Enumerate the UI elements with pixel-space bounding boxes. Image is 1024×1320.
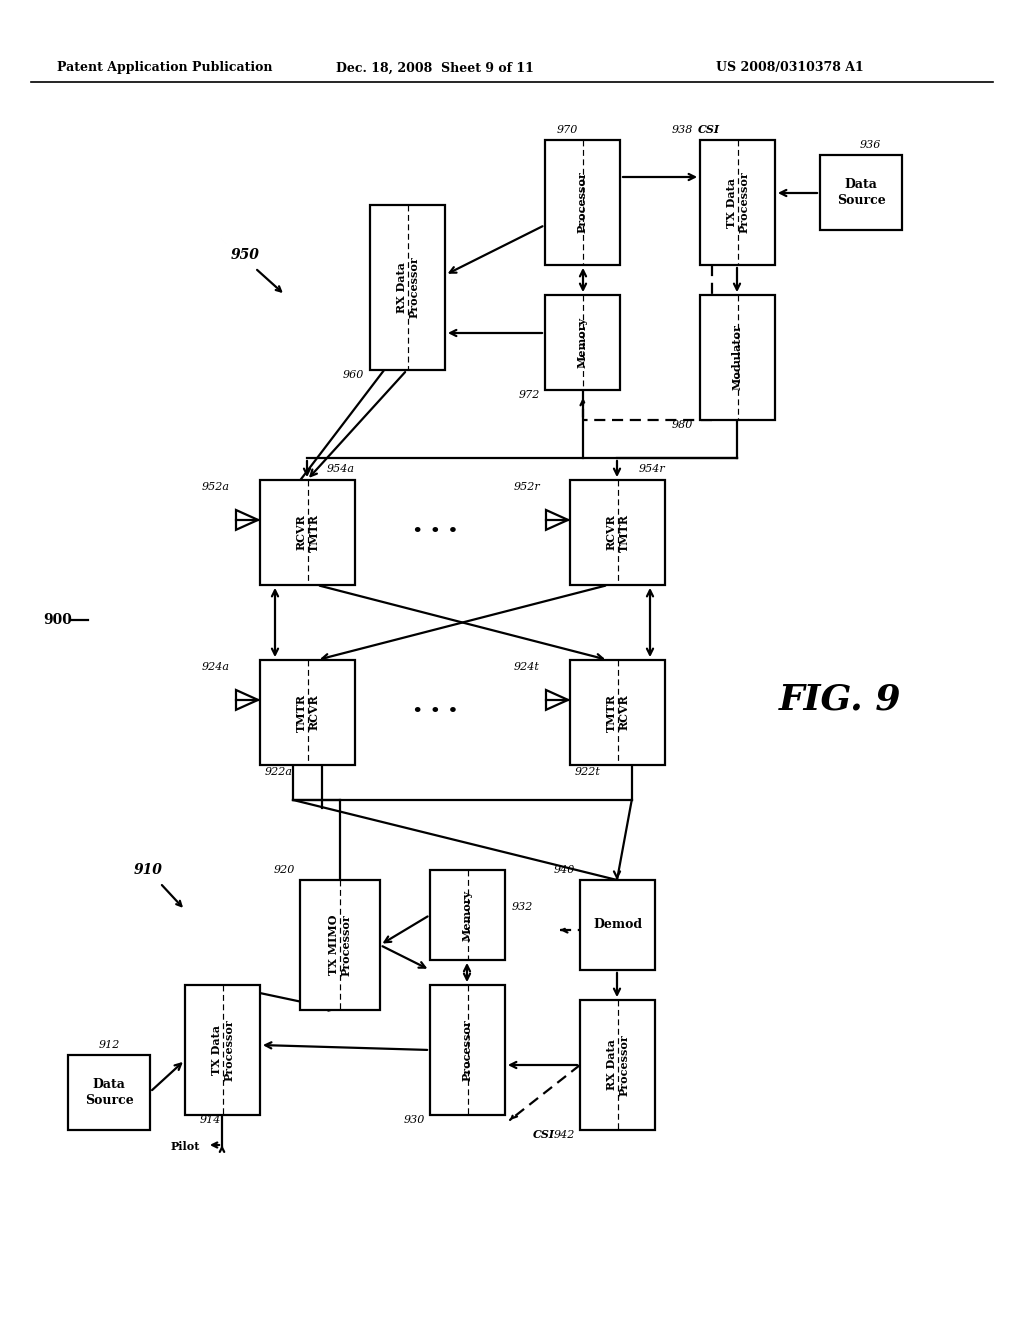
Text: 952r: 952r bbox=[513, 482, 540, 492]
Text: US 2008/0310378 A1: US 2008/0310378 A1 bbox=[716, 62, 864, 74]
Text: 960: 960 bbox=[343, 370, 364, 380]
Bar bbox=[260, 660, 355, 766]
Text: TX Data
Processor: TX Data Processor bbox=[726, 172, 750, 234]
Text: 900: 900 bbox=[44, 612, 73, 627]
Text: 980: 980 bbox=[672, 420, 693, 430]
Text: • • •: • • • bbox=[412, 704, 459, 721]
Bar bbox=[700, 294, 775, 420]
Bar bbox=[185, 985, 260, 1115]
Bar bbox=[570, 480, 665, 585]
Text: FIG. 9: FIG. 9 bbox=[778, 682, 901, 717]
Text: 970: 970 bbox=[557, 125, 578, 135]
Text: RCVR
TMTR: RCVR TMTR bbox=[605, 513, 630, 552]
Bar bbox=[580, 1001, 655, 1130]
Text: Modulator: Modulator bbox=[732, 325, 743, 391]
Text: Processor: Processor bbox=[577, 172, 588, 234]
Text: TX Data
Processor: TX Data Processor bbox=[211, 1019, 234, 1081]
Bar bbox=[570, 660, 665, 766]
Bar bbox=[430, 985, 505, 1115]
Bar bbox=[300, 880, 380, 1010]
Text: Data
Source: Data Source bbox=[837, 178, 886, 206]
Bar bbox=[580, 880, 655, 970]
Text: 924t: 924t bbox=[514, 663, 540, 672]
Text: 920: 920 bbox=[273, 865, 295, 875]
Text: TMTR
RCVR: TMTR RCVR bbox=[605, 693, 630, 731]
Text: 954r: 954r bbox=[638, 465, 665, 474]
Text: Data
Source: Data Source bbox=[85, 1078, 133, 1106]
Bar bbox=[820, 154, 902, 230]
Text: 954a: 954a bbox=[327, 465, 355, 474]
Text: 938: 938 bbox=[672, 125, 693, 135]
Text: Demod: Demod bbox=[593, 919, 642, 932]
Text: Patent Application Publication: Patent Application Publication bbox=[57, 62, 272, 74]
Text: 930: 930 bbox=[403, 1115, 425, 1125]
Text: RX Data
Processor: RX Data Processor bbox=[395, 256, 420, 318]
Text: 922t: 922t bbox=[575, 767, 601, 777]
Text: TX MIMO
Processor: TX MIMO Processor bbox=[328, 915, 352, 975]
Bar bbox=[370, 205, 445, 370]
Text: Pilot: Pilot bbox=[170, 1140, 200, 1152]
Text: Processor: Processor bbox=[462, 1019, 473, 1081]
Text: RX Data
Processor: RX Data Processor bbox=[605, 1034, 630, 1096]
Text: 972: 972 bbox=[518, 389, 540, 400]
Text: RCVR
TMTR: RCVR TMTR bbox=[296, 513, 319, 552]
Text: Memory: Memory bbox=[462, 890, 473, 941]
Text: 942: 942 bbox=[554, 1130, 575, 1140]
Text: 914: 914 bbox=[200, 1115, 221, 1125]
Text: 950: 950 bbox=[230, 248, 259, 261]
Text: Memory: Memory bbox=[577, 317, 588, 368]
Bar bbox=[68, 1055, 150, 1130]
Text: CSI: CSI bbox=[534, 1129, 555, 1140]
Bar bbox=[260, 480, 355, 585]
Text: 922a: 922a bbox=[265, 767, 293, 777]
Bar bbox=[700, 140, 775, 265]
Text: 912: 912 bbox=[98, 1040, 120, 1049]
Text: CSI: CSI bbox=[698, 124, 720, 135]
Bar bbox=[430, 870, 505, 960]
Text: TMTR
RCVR: TMTR RCVR bbox=[296, 693, 319, 731]
Text: 924a: 924a bbox=[202, 663, 230, 672]
Bar bbox=[545, 140, 620, 265]
Text: 936: 936 bbox=[859, 140, 881, 150]
Text: Dec. 18, 2008  Sheet 9 of 11: Dec. 18, 2008 Sheet 9 of 11 bbox=[336, 62, 534, 74]
Text: 932: 932 bbox=[512, 902, 534, 912]
Text: • • •: • • • bbox=[412, 523, 459, 541]
Text: 910: 910 bbox=[133, 863, 163, 876]
Text: 940: 940 bbox=[554, 865, 575, 875]
Text: 952a: 952a bbox=[202, 482, 230, 492]
Bar bbox=[545, 294, 620, 389]
